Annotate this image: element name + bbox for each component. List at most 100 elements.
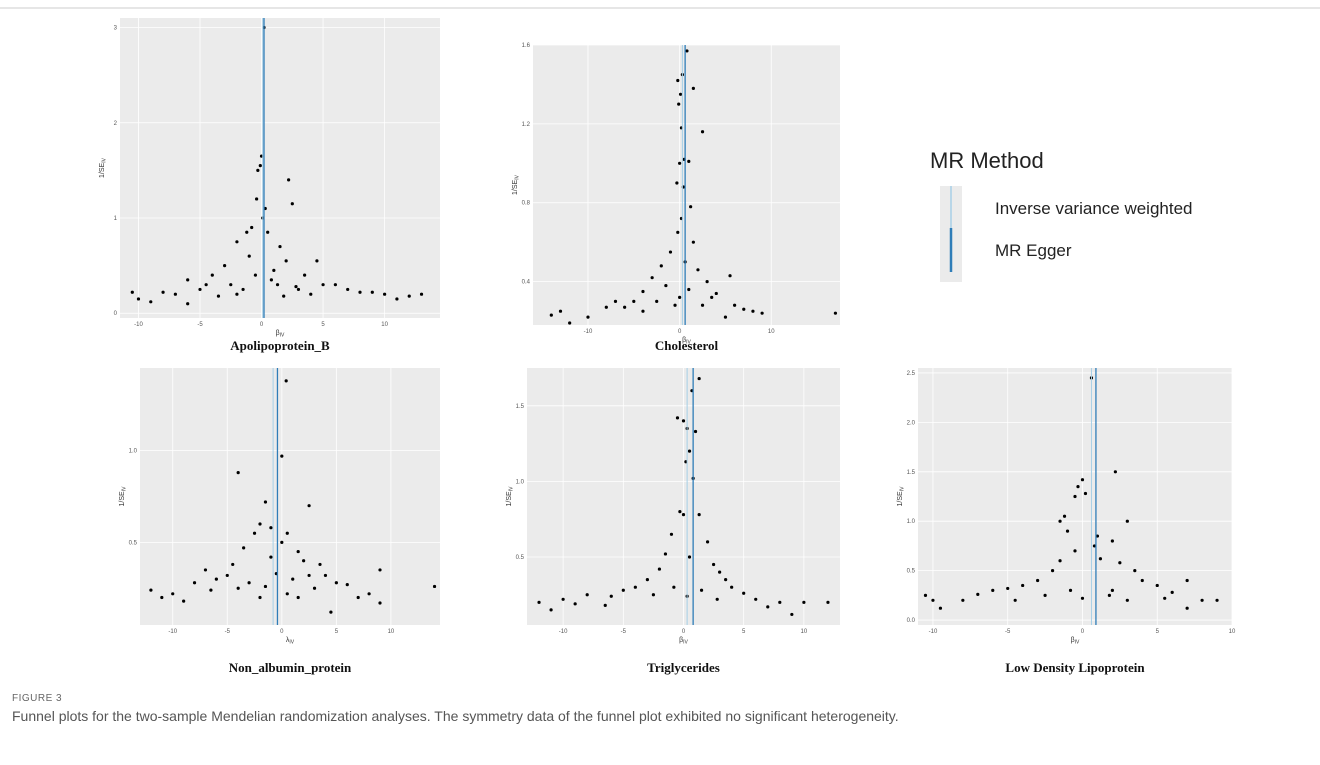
x-tick-label: 5 [321, 322, 325, 328]
y-tick-label: 1 [114, 216, 118, 222]
point [136, 297, 141, 301]
point [687, 287, 691, 292]
point [1107, 593, 1111, 597]
point [1113, 470, 1117, 474]
y-tick-label: 3 [114, 26, 118, 32]
point [1065, 529, 1070, 533]
point [632, 299, 636, 303]
point [182, 599, 186, 603]
point [976, 592, 980, 596]
point [991, 588, 995, 593]
point [659, 264, 663, 268]
point [333, 283, 337, 287]
point [171, 592, 175, 596]
x-axis-label: βIV [1071, 637, 1080, 646]
x-tick-label: 5 [742, 629, 746, 635]
point [269, 555, 273, 559]
point [677, 102, 681, 106]
point [742, 307, 746, 311]
point [693, 429, 698, 434]
point [1170, 590, 1174, 594]
point [1062, 514, 1067, 518]
x-tick-label: -5 [621, 629, 627, 635]
x-axis-label-sub: IV [686, 340, 691, 346]
point [287, 178, 291, 182]
point [603, 603, 607, 607]
plot-title: Apolipoprotein_B [230, 338, 330, 353]
point [345, 583, 349, 587]
point [675, 416, 680, 420]
point [700, 130, 705, 134]
y-tick-label: 2.5 [907, 371, 916, 377]
point [1155, 583, 1159, 588]
point [573, 602, 577, 606]
x-tick-label: 10 [381, 322, 388, 328]
point [676, 230, 680, 234]
point [723, 315, 728, 319]
point [223, 264, 227, 268]
y-axis-label-sub: IV [102, 157, 108, 162]
point [833, 311, 838, 315]
plot-title: Cholesterol [655, 338, 719, 353]
point [318, 562, 322, 567]
point [641, 309, 645, 313]
y-axis-label: 1/SEIV [897, 486, 906, 507]
point [1125, 598, 1129, 602]
point [754, 597, 758, 601]
y-axis-label-main: 1/SE [119, 491, 126, 507]
point [214, 577, 218, 581]
point [826, 600, 830, 604]
x-axis-label: βIV [682, 337, 691, 346]
point [296, 595, 300, 600]
point [655, 299, 659, 303]
x-tick-label: -10 [584, 329, 593, 335]
point [1080, 478, 1085, 482]
panel [120, 18, 440, 318]
point [275, 283, 280, 287]
point [1073, 549, 1077, 553]
point [1133, 569, 1137, 573]
panel [140, 368, 440, 625]
point [186, 302, 190, 306]
point [161, 290, 165, 294]
point [711, 562, 716, 567]
point [710, 295, 714, 299]
point [623, 305, 627, 309]
y-axis-label: 1/SEIV [506, 486, 515, 507]
x-axis-label-sub: IV [1075, 640, 1080, 646]
point [1073, 494, 1077, 499]
point [681, 419, 686, 423]
point [130, 290, 134, 294]
point [931, 598, 935, 602]
plot-title: Triglycerides [647, 660, 720, 675]
point [687, 555, 692, 559]
point [691, 86, 695, 90]
x-tick-label: -5 [197, 322, 203, 328]
y-tick-label: 1.5 [516, 404, 525, 410]
point [370, 290, 374, 294]
point [269, 526, 273, 530]
x-axis-label-main: β [1071, 637, 1075, 644]
point [728, 274, 732, 278]
point [263, 500, 268, 504]
x-axis-label-main: λ [286, 637, 290, 644]
x-tick-label: -10 [168, 629, 177, 635]
point [236, 471, 240, 475]
point [561, 597, 565, 601]
y-tick-label: 1.0 [516, 479, 525, 485]
y-axis-label: 1/SEIV [99, 157, 108, 178]
point [1050, 569, 1055, 573]
point [790, 612, 794, 617]
point [312, 586, 317, 590]
point [258, 164, 262, 168]
x-tick-label: 10 [801, 629, 808, 635]
point [961, 598, 965, 602]
point [250, 225, 254, 230]
point [315, 259, 319, 263]
y-axis-label-main: 1/SE [506, 491, 513, 507]
x-axis-label-main: β [682, 337, 686, 344]
point [358, 290, 362, 294]
point [258, 522, 262, 526]
point [685, 49, 689, 53]
x-tick-label: -10 [559, 629, 568, 635]
